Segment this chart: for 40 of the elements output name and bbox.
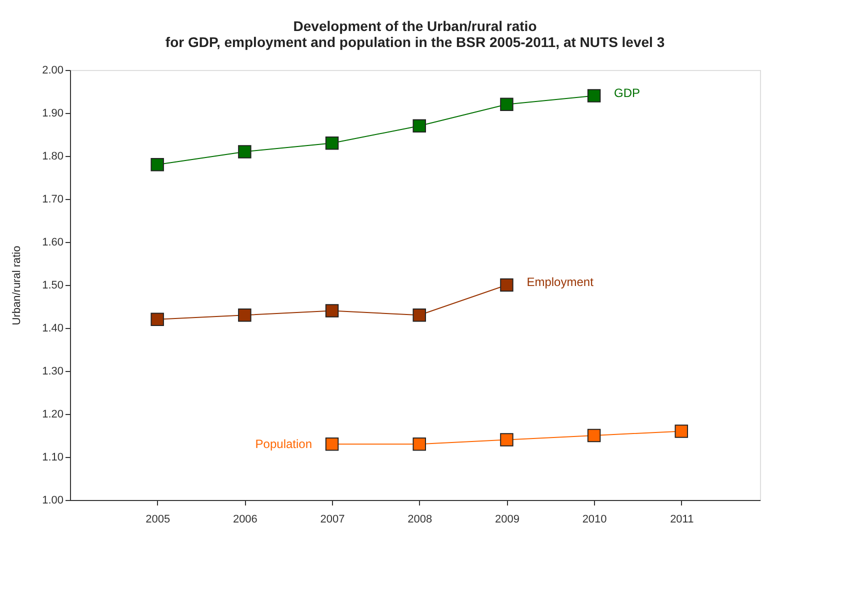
x-tick-label: 2008 bbox=[408, 514, 432, 526]
x-tick-label: 2009 bbox=[494, 514, 520, 526]
point bbox=[325, 136, 339, 150]
y-tick-label: 1.30 bbox=[42, 366, 64, 378]
y-tick-label: 1.90 bbox=[42, 108, 64, 120]
y-tick-label: 2.00 bbox=[42, 64, 64, 76]
point bbox=[325, 437, 339, 451]
point bbox=[412, 437, 426, 451]
series-label: GDP bbox=[614, 86, 640, 100]
x-tick-label: 2006 bbox=[232, 514, 258, 526]
y-tick-label: 1.40 bbox=[42, 322, 64, 334]
x-tick-label: 2010 bbox=[582, 514, 607, 526]
point bbox=[500, 433, 514, 446]
point bbox=[500, 278, 514, 292]
point bbox=[500, 98, 514, 112]
series-label: Population bbox=[255, 437, 312, 452]
point bbox=[674, 424, 688, 438]
y-tick-label: 1.60 bbox=[42, 236, 64, 248]
x-tick-label: 2011 bbox=[670, 514, 694, 526]
point bbox=[587, 428, 601, 442]
point bbox=[412, 308, 426, 322]
y-axis-title: Urban/rural ratio bbox=[11, 246, 24, 326]
x-tick-label: 2005 bbox=[146, 514, 170, 526]
point bbox=[150, 158, 164, 172]
point bbox=[325, 304, 339, 318]
y-tick-label: 1.00 bbox=[42, 494, 64, 506]
text: Development of the Urban/rural ratio bbox=[293, 18, 537, 34]
y-tick-label: 1.70 bbox=[42, 194, 64, 206]
y-tick-label: 1.50 bbox=[42, 280, 64, 292]
text: for GDP, employment and population in the BSR 2005-2011, at NUTS level 3 bbox=[165, 34, 665, 50]
point bbox=[150, 312, 164, 326]
x-tick-label: 2007 bbox=[320, 514, 345, 526]
y-tick-label: 1.20 bbox=[42, 408, 64, 420]
point bbox=[238, 145, 252, 158]
y-tick-label: 1.80 bbox=[42, 150, 64, 162]
y-tick-label: 1.10 bbox=[42, 452, 64, 464]
series-label: Employment bbox=[526, 275, 594, 289]
point bbox=[587, 89, 601, 102]
point bbox=[238, 308, 252, 322]
point bbox=[412, 119, 426, 133]
